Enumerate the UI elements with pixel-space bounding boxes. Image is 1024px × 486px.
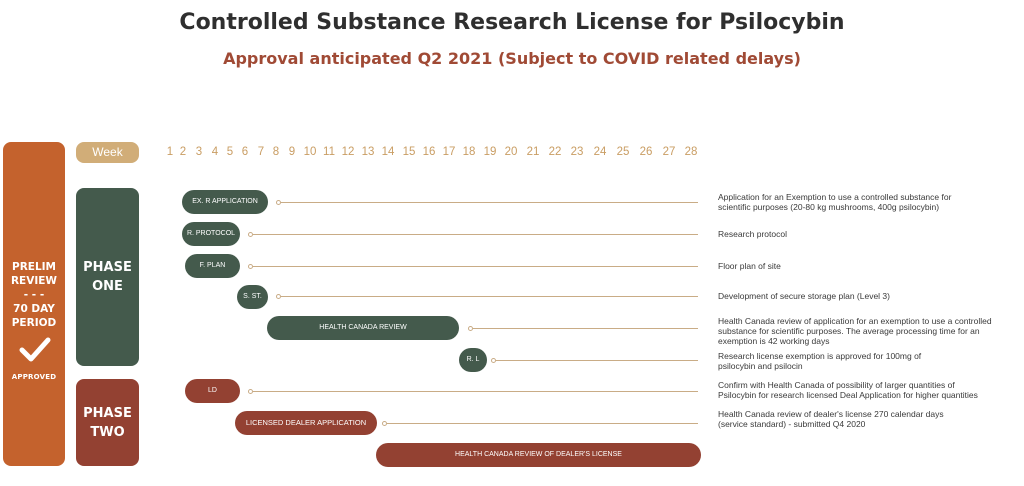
page-title: Controlled Substance Research License fo… — [179, 10, 845, 35]
phase-label: PHASE — [83, 260, 132, 275]
connector-line — [281, 202, 698, 203]
task-bar-s-st: S. ST. — [237, 285, 268, 309]
week-number: 12 — [341, 146, 355, 158]
phase-two-block: PHASE TWO — [76, 379, 139, 466]
desc-line: Application for an Exemption to use a co… — [718, 192, 952, 202]
desc-line: (service standard) - submitted Q4 2020 — [718, 419, 866, 429]
task-bar-ld: LD — [185, 379, 240, 403]
week-number: 25 — [616, 146, 630, 158]
task-description: Health Canada review of dealer's license… — [718, 409, 1018, 429]
phase-label: TWO — [90, 424, 125, 440]
task-bar-ex-r-application: EX. R APPLICATION — [182, 190, 268, 214]
week-number: 20 — [504, 146, 518, 158]
week-number: 24 — [593, 146, 607, 158]
desc-line: scientific purposes (20-80 kg mushrooms,… — [718, 202, 940, 212]
desc-line: psilocybin and psilocin — [718, 361, 803, 371]
desc-line: Psilocybin for research licensed Deal Ap… — [718, 390, 978, 400]
connector-dot — [491, 358, 496, 363]
week-number: 10 — [303, 146, 317, 158]
prelim-line: REVIEW — [10, 275, 58, 287]
page-subtitle: Approval anticipated Q2 2021 (Subject to… — [223, 49, 801, 68]
desc-line: Confirm with Health Canada of possibilit… — [718, 380, 955, 390]
task-description: Application for an Exemption to use a co… — [718, 192, 1018, 212]
week-number: 7 — [257, 146, 265, 158]
week-number: 9 — [288, 146, 296, 158]
connector-dot — [276, 294, 281, 299]
connector-line — [253, 391, 698, 392]
week-number: 1 — [166, 146, 174, 158]
connector-line — [387, 423, 698, 424]
task-description: Research license exemption is approved f… — [718, 351, 1018, 371]
prelim-line: - - - — [23, 289, 45, 301]
connector-line — [496, 360, 698, 361]
week-number: 14 — [381, 146, 395, 158]
prelim-review-panel: PRELIM REVIEW - - - 70 DAY PERIOD APPROV… — [3, 142, 65, 466]
week-number: 28 — [684, 146, 698, 158]
checkmark-icon — [19, 337, 51, 362]
phase-one-block: PHASE ONE — [76, 188, 139, 366]
week-number: 18 — [462, 146, 476, 158]
connector-dot — [248, 232, 253, 237]
phase-label: PHASE — [83, 405, 132, 421]
week-number: 11 — [323, 146, 335, 158]
connector-line — [253, 234, 698, 235]
connector-dot — [468, 326, 473, 331]
desc-line: Health Canada review of dealer's license… — [718, 409, 944, 419]
week-number: 16 — [422, 146, 436, 158]
task-bar-health-canada-review-dealers-license: HEALTH CANADA REVIEW OF DEALER'S LICENSE — [376, 443, 701, 467]
task-description: Confirm with Health Canada of possibilit… — [718, 380, 1018, 400]
week-number: 22 — [548, 146, 562, 158]
phase-label: ONE — [92, 279, 123, 294]
week-number: 23 — [570, 146, 584, 158]
task-bar-health-canada-review: HEALTH CANADA REVIEW — [267, 316, 459, 340]
desc-line: Research license exemption is approved f… — [718, 351, 922, 361]
week-number: 4 — [211, 146, 219, 158]
task-bar-r-l: R. L — [459, 348, 487, 372]
week-number: 21 — [526, 146, 540, 158]
task-description: Research protocol — [718, 229, 1018, 239]
connector-dot — [248, 264, 253, 269]
connector-dot — [382, 421, 387, 426]
week-number: 5 — [226, 146, 234, 158]
prelim-line: 70 DAY — [13, 303, 55, 315]
approved-label: APPROVED — [11, 373, 57, 381]
task-bar-licensed-dealer-application: LICENSED DEALER APPLICATION — [235, 411, 377, 435]
desc-line: Development of secure storage plan (Leve… — [718, 291, 890, 301]
connector-line — [473, 328, 698, 329]
desc-line: exemption is 42 working days — [718, 336, 830, 346]
connector-line — [253, 266, 698, 267]
week-number: 6 — [241, 146, 249, 158]
task-description: Floor plan of site — [718, 261, 1018, 271]
week-number: 13 — [361, 146, 375, 158]
task-bar-r-protocol: R. PROTOCOL — [182, 222, 240, 246]
prelim-line: PRELIM — [12, 261, 56, 273]
prelim-line: PERIOD — [11, 317, 57, 329]
week-number: 8 — [272, 146, 280, 158]
connector-dot — [276, 200, 281, 205]
desc-line: Health Canada review of application for … — [718, 316, 992, 326]
prelim-review-text: PRELIM REVIEW - - - 70 DAY PERIOD — [3, 260, 65, 330]
desc-line: substance for scientific purposes. The a… — [718, 326, 980, 336]
week-number: 19 — [483, 146, 497, 158]
task-bar-f-plan: F. PLAN — [185, 254, 240, 278]
desc-line: Floor plan of site — [718, 261, 781, 271]
week-number: 3 — [195, 146, 203, 158]
week-number: 15 — [402, 146, 416, 158]
week-number: 17 — [442, 146, 456, 158]
task-description: Development of secure storage plan (Leve… — [718, 291, 1018, 301]
desc-line: Research protocol — [718, 229, 787, 239]
connector-line — [281, 296, 698, 297]
week-number: 27 — [662, 146, 676, 158]
week-number: 26 — [639, 146, 653, 158]
task-description: Health Canada review of application for … — [718, 316, 1018, 346]
week-number: 2 — [179, 146, 187, 158]
connector-dot — [248, 389, 253, 394]
week-label: Week — [76, 142, 139, 163]
